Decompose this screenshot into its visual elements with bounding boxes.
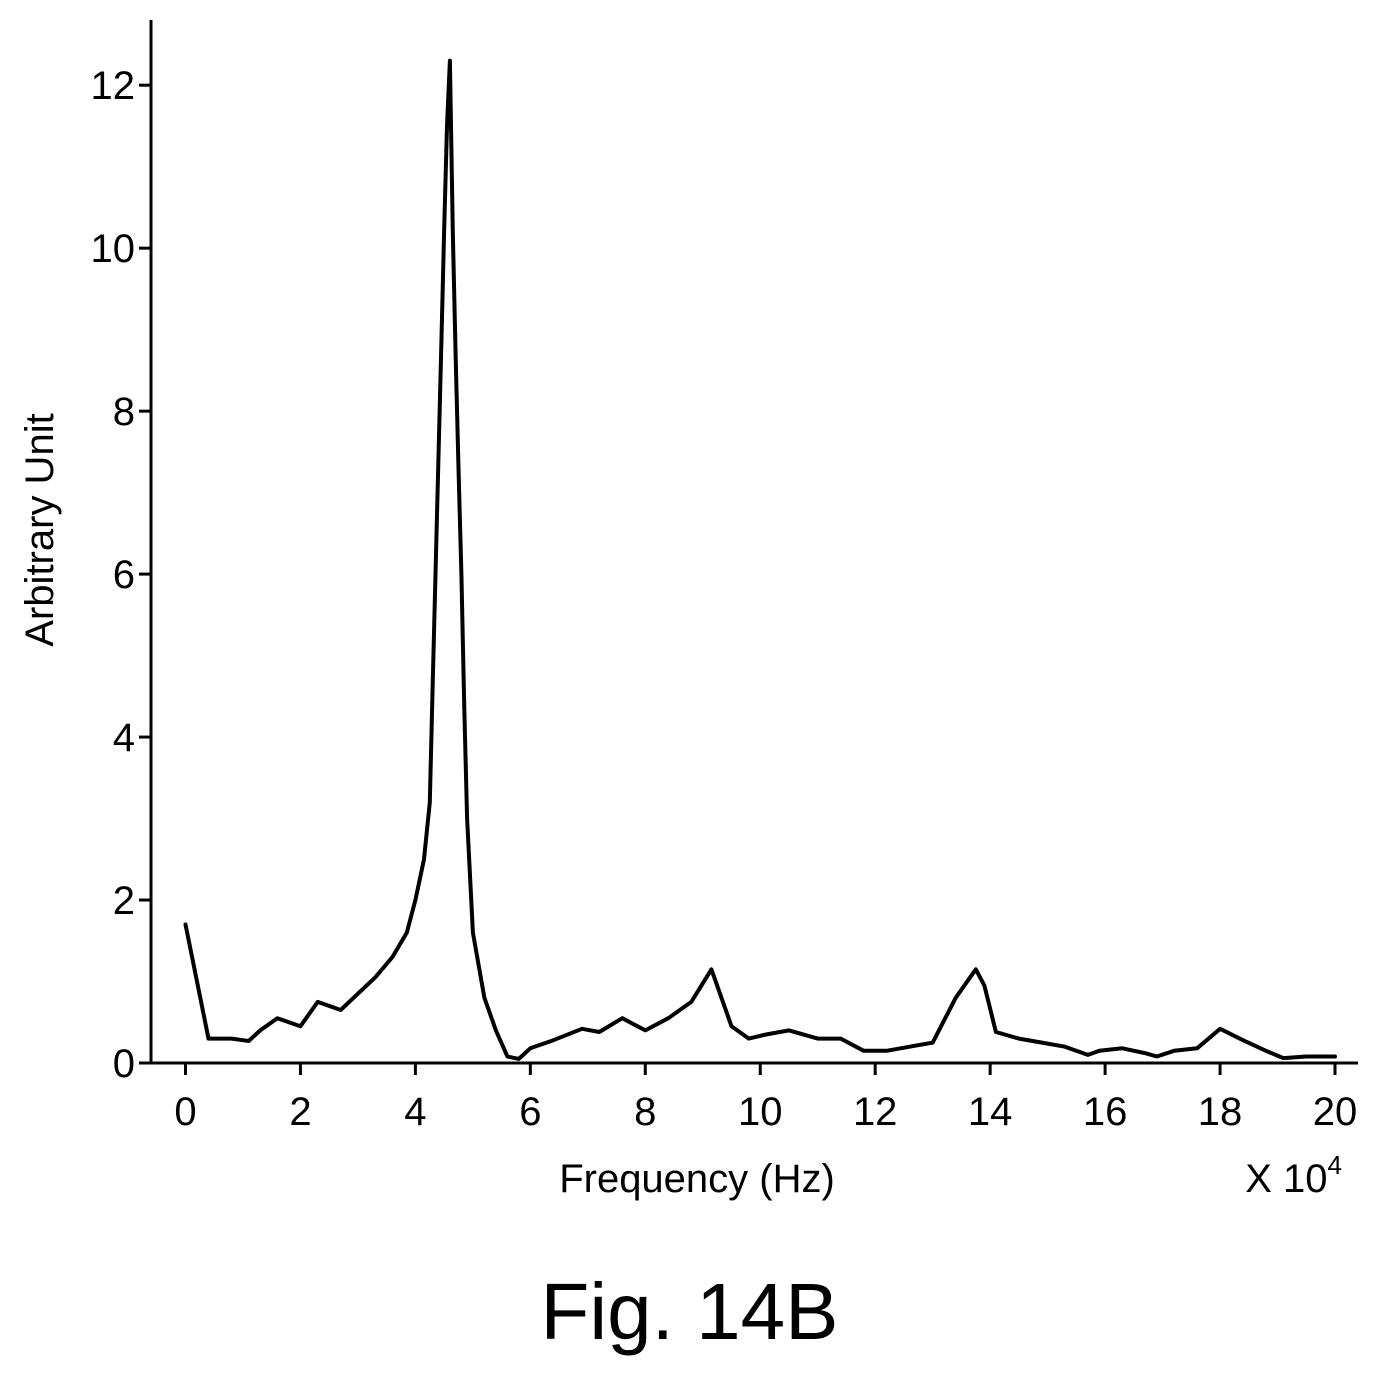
x-tick-label: 8 (634, 1090, 656, 1134)
x-axis: 0 2 4 6 8 10 12 14 16 18 20 (151, 1061, 1358, 1134)
x-tick-label: 2 (289, 1090, 311, 1134)
x-axis-multiplier-exponent: 4 (1328, 1150, 1342, 1180)
x-axis-title: Frequency (Hz) (559, 1157, 835, 1201)
x-tick-label: 6 (519, 1090, 541, 1134)
y-tick-label: 4 (113, 716, 135, 760)
y-tick-label: 0 (113, 1042, 135, 1086)
x-tick-label: 20 (1313, 1090, 1358, 1134)
y-tick-label: 6 (113, 553, 135, 597)
x-axis-multiplier-base: X 10 (1245, 1157, 1327, 1201)
x-tick-label: 18 (1198, 1090, 1243, 1134)
x-tick-label: 10 (738, 1090, 783, 1134)
x-axis-multiplier: X 104 (1245, 1150, 1342, 1201)
series-group (183, 58, 1337, 1061)
series-line-0 (183, 58, 1337, 1061)
x-tick-label: 12 (853, 1090, 898, 1134)
y-tick-label: 8 (113, 390, 135, 434)
y-tick-label: 10 (91, 227, 136, 271)
figure-caption: Fig. 14B (540, 1267, 839, 1356)
x-tick-label: 14 (968, 1090, 1013, 1134)
y-tick-label: 12 (91, 64, 136, 108)
y-axis: 0 2 4 6 8 10 12 (91, 20, 153, 1086)
x-tick-label: 16 (1083, 1090, 1128, 1134)
y-tick-label: 2 (113, 879, 135, 923)
x-tick-label: 0 (174, 1090, 196, 1134)
y-axis-title: Arbitrary Unit (18, 413, 62, 646)
x-tick-label: 4 (404, 1090, 426, 1134)
